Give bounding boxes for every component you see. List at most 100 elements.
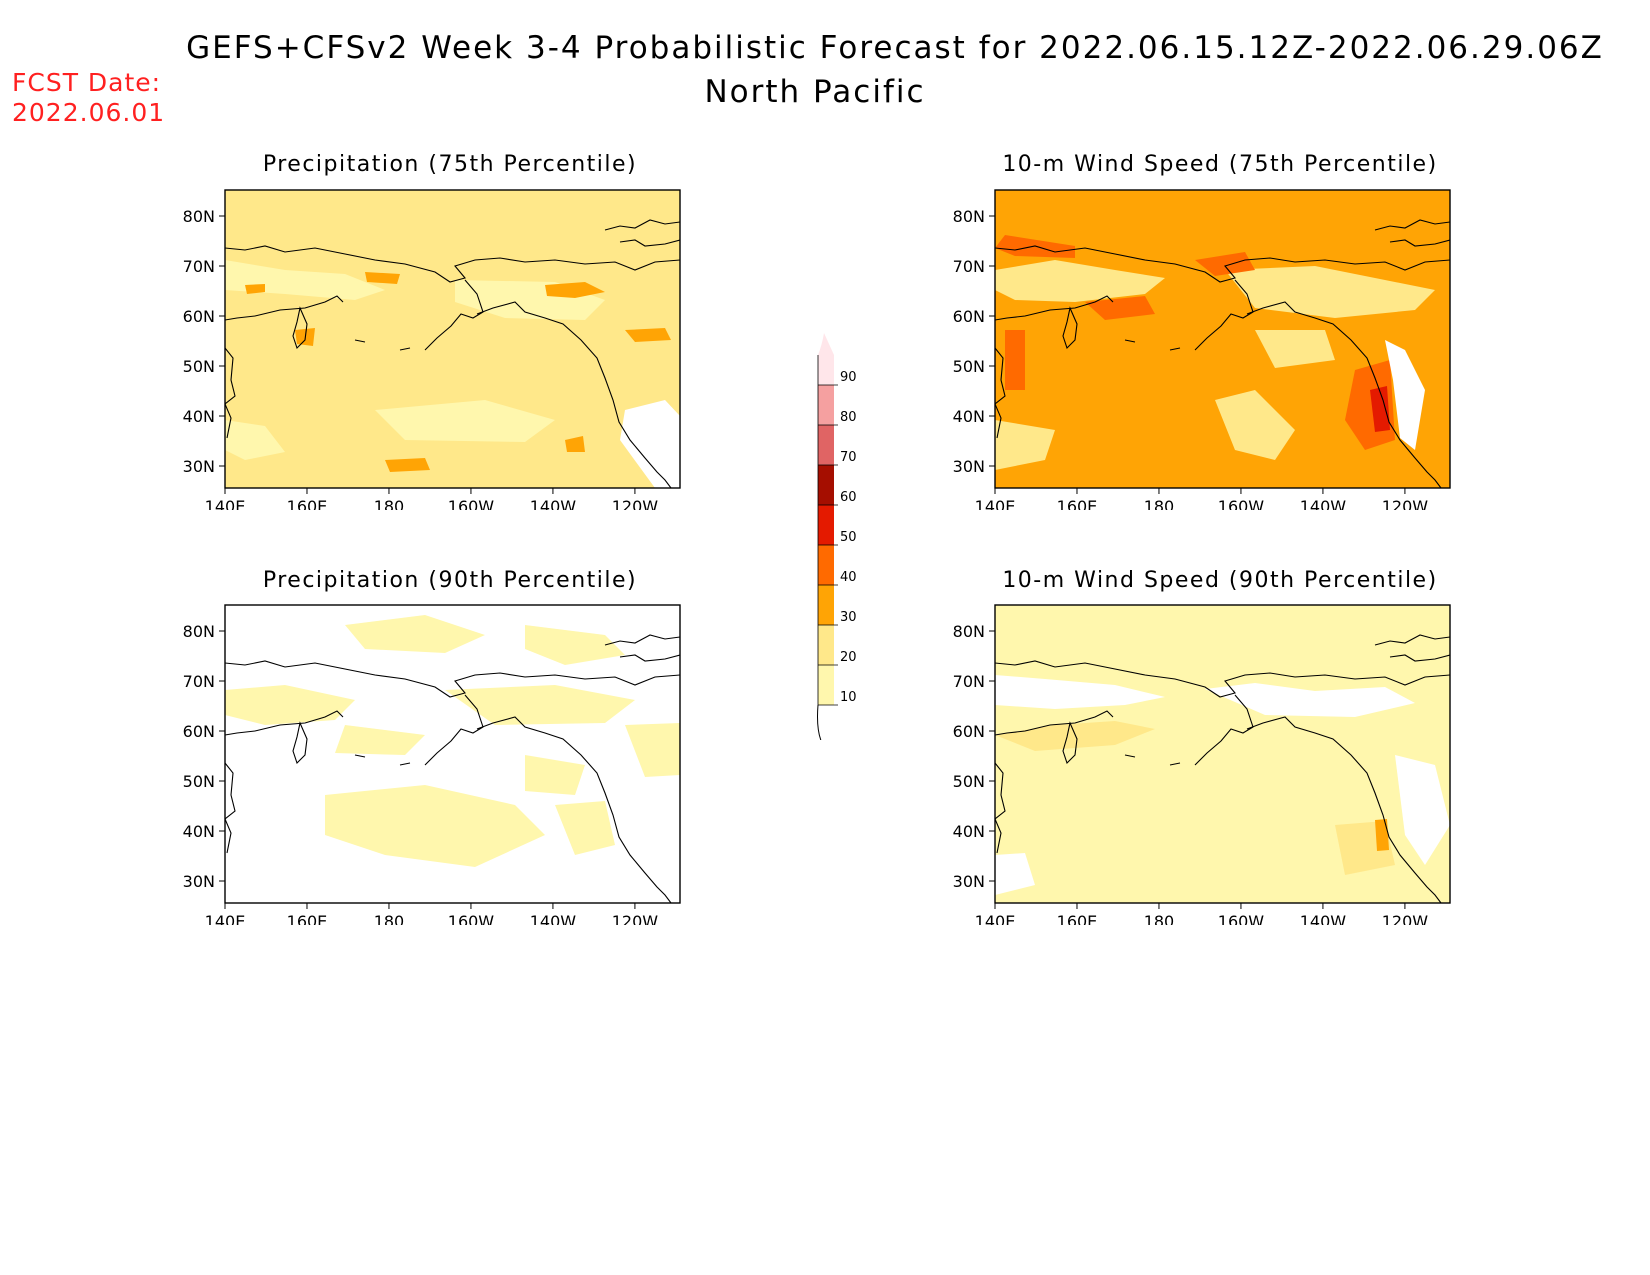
coastline-7 [604, 634, 680, 646]
contour-fill-2 [1215, 390, 1295, 460]
coastline-5 [225, 762, 236, 820]
coastline-3 [424, 694, 484, 766]
coastline-0 [225, 245, 680, 283]
x-tick-label: 120W [612, 497, 659, 510]
contour-fill-9 [1005, 330, 1025, 390]
y-tick-label: 30N [183, 457, 215, 476]
coastline-0 [995, 660, 1450, 698]
coastline-2 [292, 306, 308, 350]
contour-fill-7 [555, 801, 615, 855]
y-tick-label: 50N [953, 357, 985, 376]
colorbar-tail-bottom [817, 704, 823, 744]
colorbar-swatch [818, 625, 834, 665]
map-frame [994, 604, 1451, 904]
coastline-3 [1194, 279, 1254, 351]
coastline-4 [476, 716, 672, 903]
colorbar: 10 20 30 40 50 60 70 80 90 [800, 330, 860, 744]
colorbar-label: 60 [840, 490, 857, 505]
x-tick-label: 120W [1382, 497, 1429, 510]
map-frame [224, 189, 681, 489]
x-tick-label: 140E [975, 912, 1016, 925]
x-tick-label: 160E [287, 912, 328, 925]
contour-fill-1 [1205, 683, 1415, 717]
coastline-9 [1169, 762, 1181, 766]
map-frame [994, 189, 1451, 489]
coastline-10 [1124, 339, 1136, 343]
y-tick-label: 80N [953, 207, 985, 226]
y-tick-label: 70N [183, 672, 215, 691]
colorbar-swatch [818, 665, 834, 705]
contour-fill-11 [620, 400, 680, 488]
map-wind75: 140E 160E 180 160W 140W 120W 80N 70N 60N 50N 40N 30… [940, 180, 1460, 510]
contour-fill-1 [1225, 266, 1435, 318]
coastline-3 [1194, 694, 1254, 766]
y-tick-label: 40N [953, 822, 985, 841]
contour-fill-4 [1255, 330, 1335, 368]
coastline-2 [1062, 721, 1078, 765]
coastline-8 [619, 654, 680, 662]
coastline-9 [399, 347, 411, 351]
contour-fill-3 [225, 420, 285, 460]
x-tick-label: 160W [1218, 912, 1265, 925]
contour-fill-6 [545, 282, 605, 298]
x-tick-label: 140E [205, 912, 246, 925]
coastline-8 [1389, 654, 1450, 662]
panel-title-precip75: Precipitation (75th Percentile) [262, 152, 638, 177]
x-tick-label: 160E [1057, 912, 1098, 925]
y-tick-label: 60N [183, 307, 215, 326]
coastline-10 [1124, 754, 1136, 758]
contour-fill-2 [225, 685, 355, 725]
x-tick-label: 140W [1300, 912, 1347, 925]
x-tick-label: 160W [1218, 497, 1265, 510]
contour-fill-5 [525, 755, 585, 795]
y-tick-label: 60N [953, 722, 985, 741]
coastline-5 [995, 762, 1006, 820]
x-tick-label: 180 [374, 912, 405, 925]
x-tick-label: 140E [205, 497, 246, 510]
coastline-6 [225, 403, 232, 439]
y-tick-label: 30N [953, 872, 985, 891]
contour-fill-3 [445, 685, 635, 725]
x-tick-label: 160W [448, 912, 495, 925]
colorbar-label: 80 [840, 410, 857, 425]
region-subtitle: North Pacific [704, 74, 926, 110]
contour-fill-7 [625, 328, 671, 342]
map-precip90: 140E 160E 180 160W 140W 120W 80N 70N 60N 50N 40N 30… [170, 595, 690, 925]
x-tick-label: 140W [530, 497, 577, 510]
x-tick-label: 180 [1144, 497, 1175, 510]
map-wind90: 140E 160E 180 160W 140W 120W 80N 70N 60N 50N 40N 30… [940, 595, 1460, 925]
y-tick-label: 50N [183, 357, 215, 376]
x-tick-label: 180 [1144, 912, 1175, 925]
coastline-0 [225, 660, 680, 698]
coastline-1 [995, 710, 1114, 736]
x-tick-label: 140W [1300, 497, 1347, 510]
y-tick-label: 80N [953, 622, 985, 641]
y-tick-label: 60N [953, 307, 985, 326]
y-tick-label: 30N [183, 872, 215, 891]
x-tick-label: 140W [530, 912, 577, 925]
contour-fill-4 [245, 284, 265, 294]
fcst-date-value: 2022.06.01 [12, 98, 166, 127]
y-tick-label: 70N [953, 257, 985, 276]
coastline-10 [354, 754, 366, 758]
contour-fill-9 [565, 436, 585, 452]
colorbar-label: 20 [840, 650, 857, 665]
x-tick-label: 160E [1057, 497, 1098, 510]
coastline-9 [1169, 347, 1181, 351]
coastline-1 [995, 295, 1114, 321]
colorbar-label: 50 [840, 530, 857, 545]
y-tick-label: 70N [183, 257, 215, 276]
y-tick-label: 40N [953, 407, 985, 426]
contour-fill-2 [375, 400, 555, 442]
y-tick-label: 80N [183, 207, 215, 226]
coastline-1 [225, 295, 344, 321]
contour-fill-5 [365, 272, 400, 284]
map-frame [224, 604, 681, 904]
coastline-4 [1246, 301, 1442, 488]
contour-fill-0 [345, 615, 485, 653]
coastline-7 [1374, 634, 1450, 646]
x-tick-label: 180 [374, 497, 405, 510]
main-title: GEFS+CFSv2 Week 3-4 Probabilistic Foreca… [186, 30, 1604, 66]
x-tick-label: 160W [448, 497, 495, 510]
contour-fill-4 [335, 725, 425, 755]
